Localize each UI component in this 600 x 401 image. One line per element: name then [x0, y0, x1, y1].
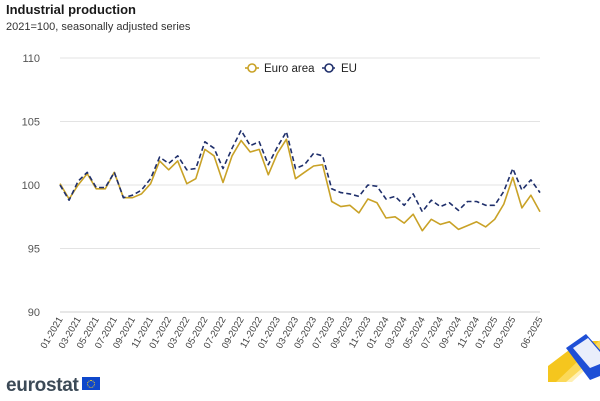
legend-marker-icon — [247, 63, 257, 73]
legend-item-euro-area[interactable]: Euro area — [245, 63, 315, 75]
eurostat-logo: eurostat — [6, 375, 100, 397]
legend-label: EU — [341, 63, 357, 75]
logo-text: eurostat — [6, 375, 79, 396]
series-layer — [59, 129, 541, 232]
chart-title: Industrial production — [6, 2, 136, 17]
y-tick-label: 90 — [28, 307, 40, 319]
y-tick-label: 95 — [28, 244, 40, 256]
legend-item-eu[interactable]: EU — [322, 63, 357, 75]
y-tick-label: 105 — [22, 117, 40, 129]
series-line-eu — [59, 129, 541, 213]
y-tick-label: 110 — [22, 53, 40, 65]
legend[interactable]: Euro area EU — [245, 63, 357, 75]
legend-marker-icon — [324, 63, 334, 73]
legend-label: Euro area — [264, 63, 315, 75]
x-tick-label: 06-2025 — [519, 315, 546, 351]
series-line-euro-area — [59, 138, 541, 232]
chart-subtitle: 2021=100, seasonally adjusted series — [6, 21, 191, 33]
y-tick-label: 100 — [22, 180, 40, 192]
eurostat-decoration — [548, 334, 600, 382]
eu-flag-icon — [81, 377, 100, 390]
deco-white-chevron — [573, 338, 600, 368]
